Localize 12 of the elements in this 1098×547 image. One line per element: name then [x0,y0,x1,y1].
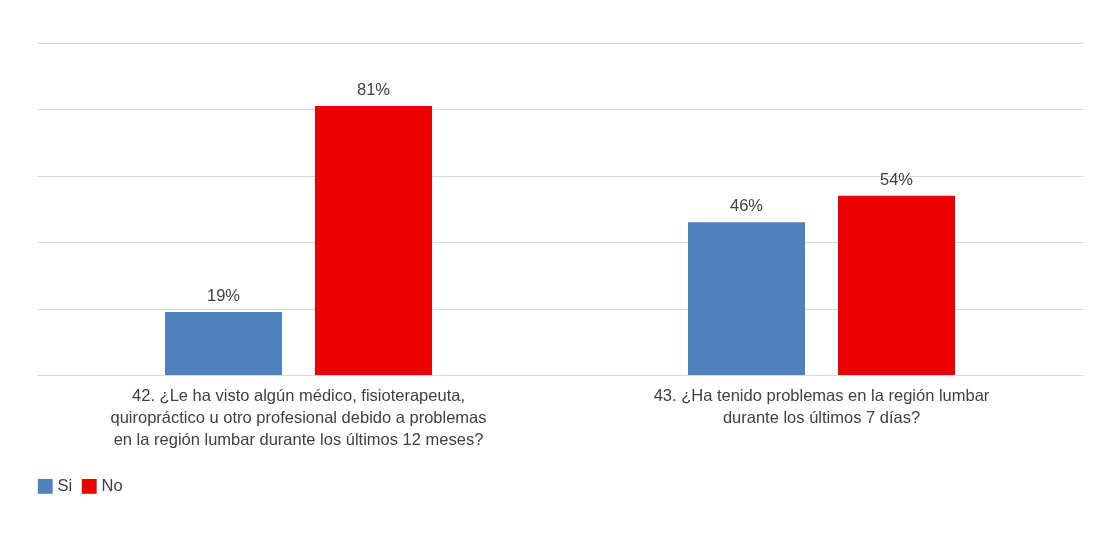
legend-label: No [101,476,123,495]
data-label: 54% [880,169,914,188]
data-label: 19% [206,285,241,304]
data-label: 46% [729,196,764,215]
data-label: 81% [357,80,391,99]
legend-label: Si [57,476,73,495]
bar [687,222,805,375]
x-tick-label: 42. ¿Le ha visto algún médico, fisioterapeuta, quiropráctico u otro profesional debido a problemas en la región lumbar durante los últimos 12 meses? [110,385,487,448]
bar [315,106,433,375]
bar [838,195,956,375]
x-tick-label: 43. ¿Ha tenido problemas en la región lumbar durante los últimos 7 días? [653,385,990,426]
bar [164,311,282,375]
